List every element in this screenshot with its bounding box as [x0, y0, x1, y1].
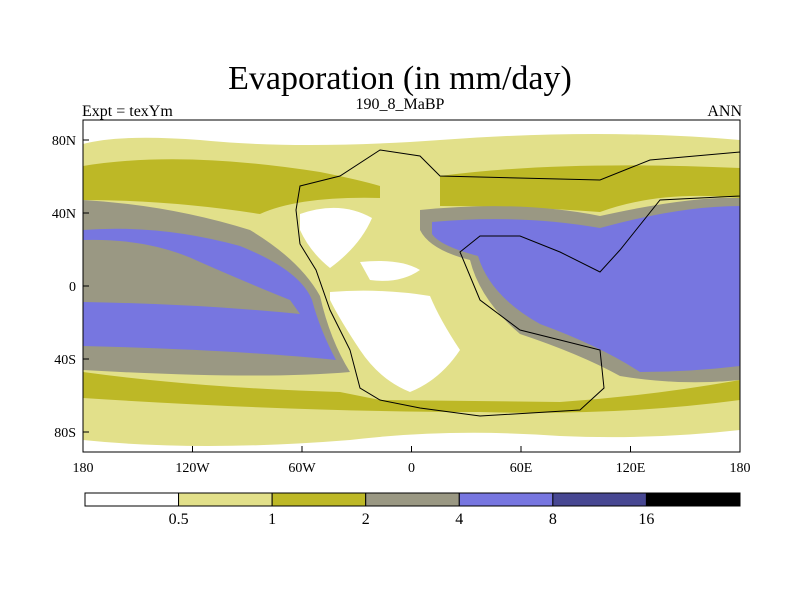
x-tick-label: 60W [288, 461, 316, 476]
colorbar-label: 4 [455, 511, 463, 528]
y-tick-label: 0 [69, 280, 76, 295]
y-tick-label: 40S [54, 353, 76, 368]
y-axis: 80N 40N 0 40S 80S [52, 134, 89, 441]
colorbar-swatch [365, 492, 460, 507]
colorbar: 0.5 1 2 4 8 16 [84, 492, 741, 528]
colorbar-swatch [271, 492, 367, 507]
colorbar-label: 8 [549, 511, 557, 528]
colorbar-swatch [552, 492, 647, 507]
x-tick-label: 120W [175, 461, 210, 476]
y-tick-label: 80S [54, 426, 76, 441]
colorbar-label: 0.5 [169, 511, 189, 528]
colorbar-swatch [178, 492, 273, 507]
x-tick-label: 180 [730, 461, 751, 476]
x-tick-label: 0 [408, 461, 415, 476]
x-tick-label: 120E [616, 461, 646, 476]
colorbar-swatch [84, 492, 180, 507]
map-field [83, 120, 740, 452]
y-tick-label: 40N [52, 207, 76, 222]
season-label: ANN [707, 103, 742, 120]
colorbar-label: 1 [268, 511, 276, 528]
colorbar-swatch [458, 492, 554, 507]
experiment-label: Expt = texYm [82, 103, 173, 120]
colorbar-label: 2 [362, 511, 370, 528]
map-title: Evaporation (in mm/day) [228, 60, 572, 97]
colorbar-label: 16 [638, 511, 654, 528]
x-tick-label: 180 [73, 461, 94, 476]
map-subtitle: 190_8_MaBP [355, 96, 445, 113]
x-tick-label: 60E [510, 461, 533, 476]
colorbar-swatch [645, 492, 741, 507]
y-tick-label: 80N [52, 134, 76, 149]
x-axis: 180 120W 60W 0 60E 120E 180 [73, 446, 751, 476]
